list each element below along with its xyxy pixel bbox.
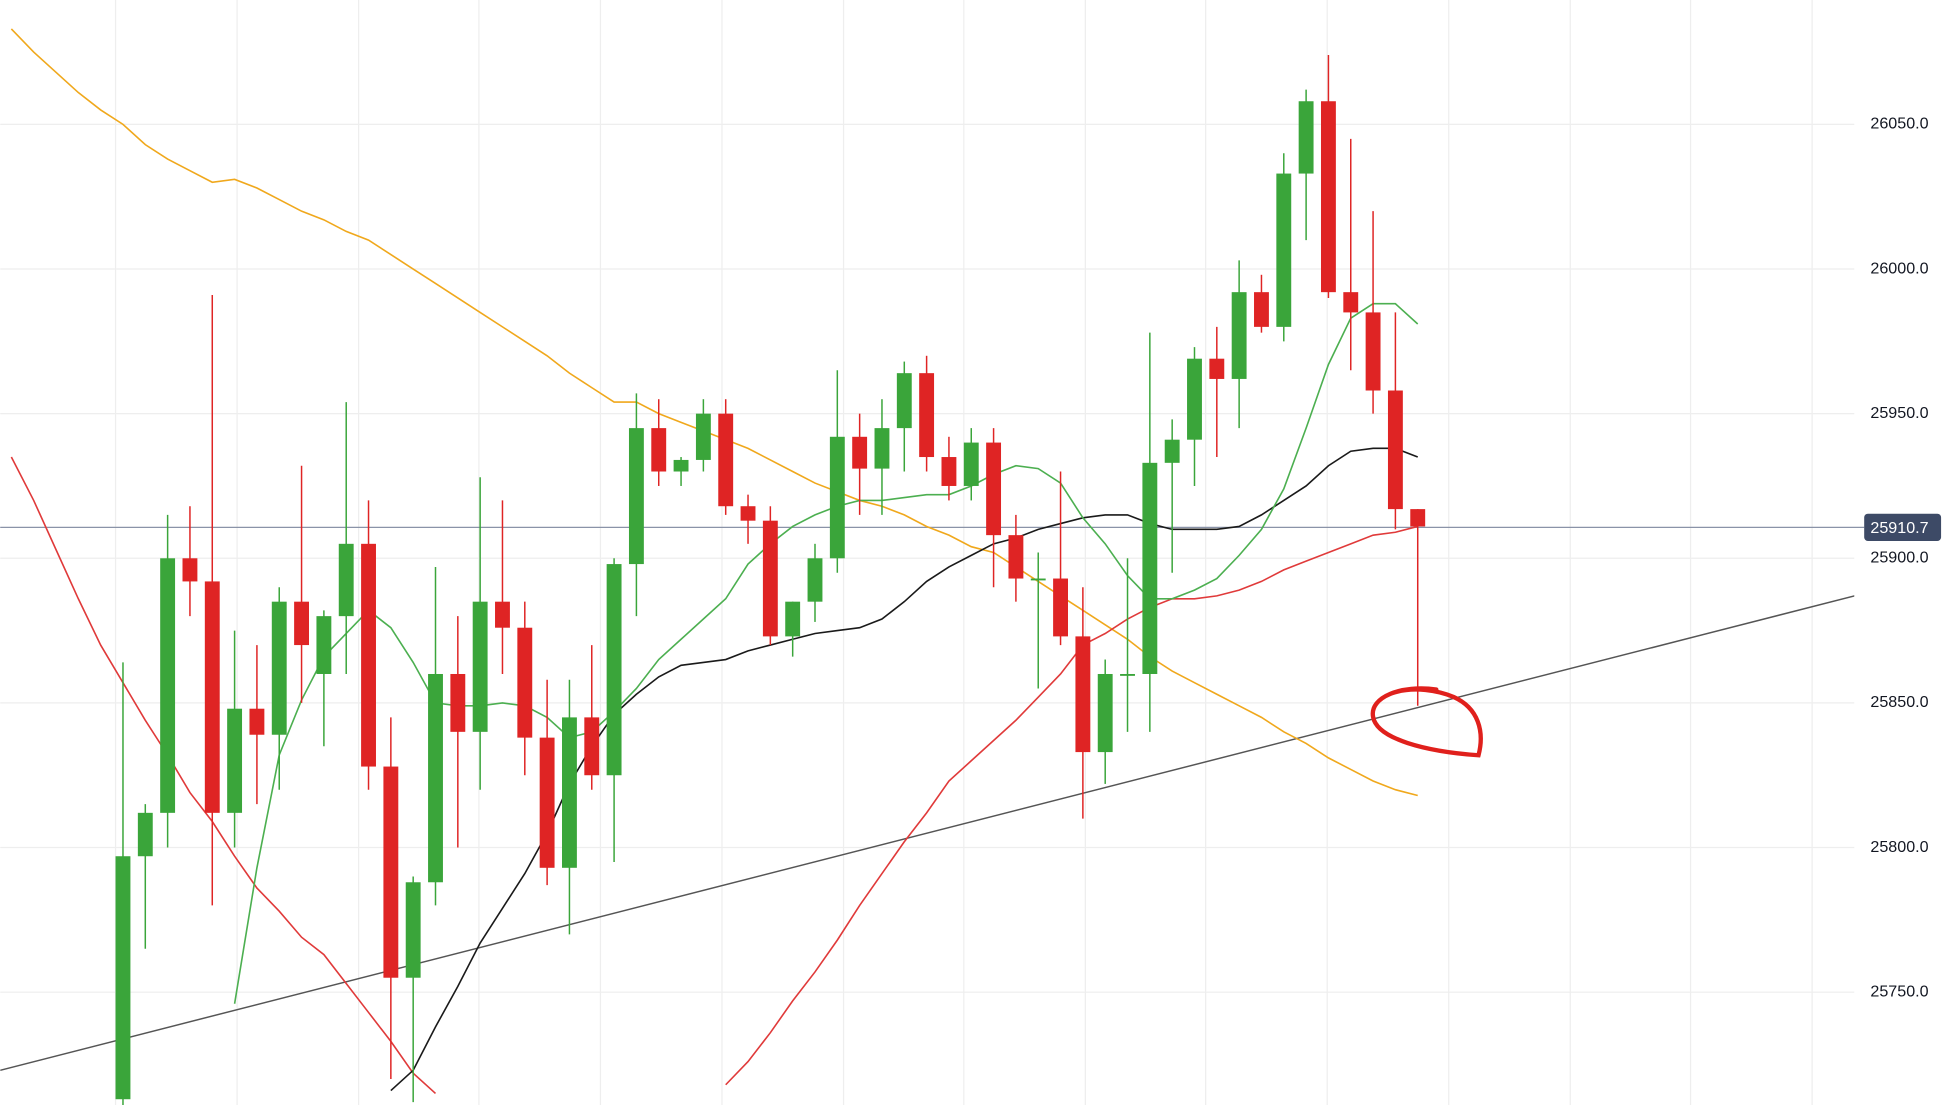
candle-body — [807, 558, 823, 602]
y-tick-label: 25850.0 — [1870, 693, 1928, 711]
candle-body — [718, 413, 734, 507]
candle-body — [1410, 509, 1426, 527]
candle-body — [227, 708, 243, 813]
candle-body — [160, 558, 176, 813]
candle-body — [1164, 439, 1180, 463]
candle-body — [986, 442, 1002, 536]
moving-average-line — [10, 456, 1418, 1095]
candle-body — [673, 459, 689, 472]
candle-body — [1187, 358, 1202, 440]
candle-body — [1343, 292, 1359, 313]
candle-body — [204, 581, 220, 813]
candle-body — [1120, 673, 1135, 676]
candle-body — [316, 616, 332, 674]
candle-body — [428, 673, 443, 883]
candle-body — [182, 558, 198, 582]
candle-body — [651, 428, 667, 472]
candle-body — [472, 601, 488, 732]
last-price-badge — [1864, 513, 1942, 541]
candle-body — [383, 766, 399, 978]
candle-body — [495, 601, 510, 628]
candle-body — [1320, 101, 1336, 293]
candle-body — [584, 717, 600, 776]
candle-body — [271, 601, 287, 735]
candle-body — [740, 506, 756, 521]
candle-body — [361, 543, 376, 767]
candle-body — [1053, 578, 1068, 637]
annotation-circle — [1370, 686, 1483, 758]
candle-body — [1231, 292, 1247, 379]
candle-body — [517, 627, 533, 738]
y-tick-label: 25750.0 — [1870, 982, 1928, 1000]
candle-body — [249, 708, 265, 735]
candle-body — [1254, 292, 1269, 327]
candle-body — [919, 373, 935, 458]
candle-body — [1097, 673, 1113, 753]
candle-body — [1387, 390, 1403, 510]
candle-body — [1276, 173, 1292, 327]
candle-body — [1008, 535, 1024, 579]
candle-body — [450, 673, 466, 732]
candle-body — [562, 717, 577, 868]
y-tick-label: 25800.0 — [1870, 838, 1928, 856]
trend-line — [0, 595, 1855, 1072]
candle-body — [1365, 312, 1381, 391]
candle-body — [1075, 636, 1091, 753]
candle-body — [137, 812, 153, 857]
y-tick-label: 25950.0 — [1870, 404, 1928, 422]
candle-body — [1298, 101, 1314, 174]
moving-average-line — [10, 28, 1418, 797]
last-price-label: 25910.7 — [1870, 519, 1928, 537]
y-tick-label: 26000.0 — [1870, 259, 1928, 277]
candle-body — [762, 520, 778, 637]
candle-body — [829, 436, 845, 559]
candle-body — [115, 856, 131, 1100]
candle-body — [852, 436, 868, 469]
candle-body — [941, 457, 957, 486]
candle-body — [963, 442, 979, 486]
candle-body — [539, 737, 555, 868]
candle-body — [896, 373, 912, 429]
candle-body — [628, 428, 644, 565]
candle-body — [338, 543, 354, 617]
candle-body — [606, 564, 622, 776]
candle-body — [874, 428, 890, 469]
candle-body — [1209, 358, 1225, 379]
y-tick-label: 25900.0 — [1870, 549, 1928, 567]
candle-body — [405, 882, 421, 978]
candle-body — [1142, 462, 1158, 674]
candle-body — [294, 601, 310, 646]
candle-body — [695, 413, 711, 460]
candle-body — [785, 601, 801, 637]
y-tick-label: 26050.0 — [1870, 115, 1928, 133]
candle-body — [1030, 578, 1046, 581]
